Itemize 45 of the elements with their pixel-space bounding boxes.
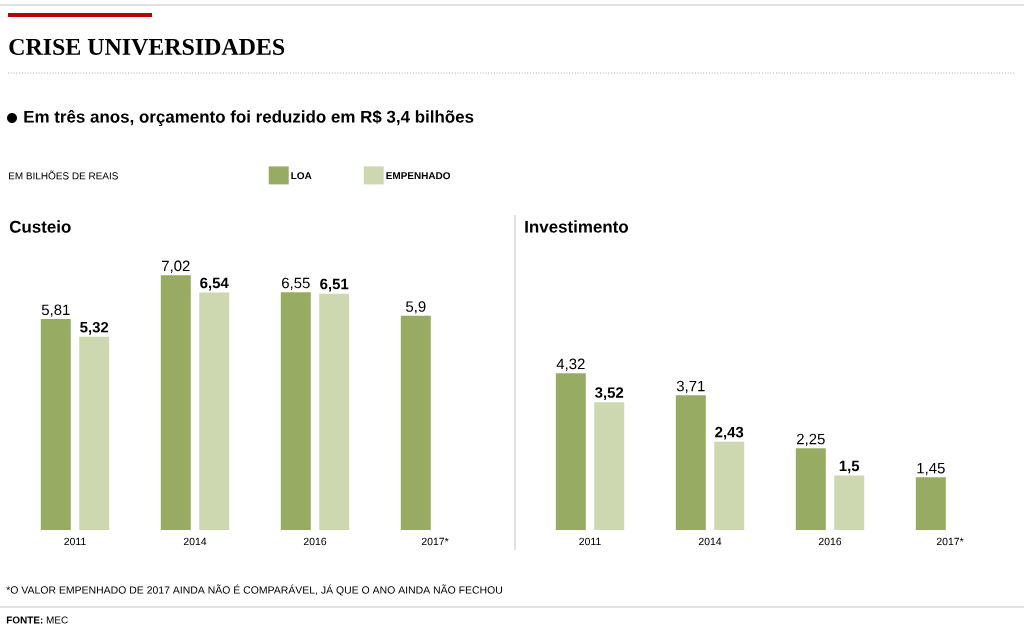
data-label: 1,45 xyxy=(917,462,945,476)
text: *O VALOR EMPENHADO DE 2017 AINDA NÃO É COMPARÁVEL, JÁ QUE O ANO AINDA NÃO FECHOU xyxy=(6,584,502,596)
data-label: 7,02 xyxy=(162,260,190,273)
data-label: 3,71 xyxy=(676,380,705,394)
bar xyxy=(79,336,110,530)
text: EM BILHÕES DE REAIS xyxy=(9,170,118,180)
text: Em três anos, orçamento foi reduzido em R$ 3,4 bilhões xyxy=(24,109,474,127)
bar xyxy=(675,395,706,530)
bar xyxy=(594,402,625,530)
data-label: 5,32 xyxy=(80,321,109,335)
chart-title: Custeio xyxy=(9,220,71,233)
data-label: 4,32 xyxy=(556,358,585,371)
x-tick-label: 2014 xyxy=(698,537,722,546)
bar xyxy=(199,292,230,530)
bar xyxy=(280,292,311,530)
chart-title: Investimento xyxy=(525,220,629,233)
bar xyxy=(915,477,946,530)
bar xyxy=(160,275,191,530)
x-tick-label: 2014 xyxy=(183,537,207,546)
text: CRISE UNIVERSIDADES xyxy=(9,38,285,56)
x-tick-label: 2017* xyxy=(421,537,449,546)
x-tick-label: 2017* xyxy=(936,537,964,546)
x-tick-label: 2011 xyxy=(64,537,86,546)
data-label: 6,55 xyxy=(282,277,310,291)
data-label: 2,43 xyxy=(715,426,744,440)
bar xyxy=(795,448,826,530)
data-label: 3,52 xyxy=(595,387,624,401)
x-tick-label: 2016 xyxy=(818,537,842,546)
text: FONTE: MEC xyxy=(6,616,68,624)
bar xyxy=(714,441,745,530)
bar xyxy=(319,293,350,530)
data-label: 6,54 xyxy=(200,277,229,291)
data-label: 2,25 xyxy=(797,433,825,447)
bar xyxy=(555,373,586,530)
legend-label: LOA xyxy=(291,172,312,180)
x-tick-label: 2016 xyxy=(303,537,327,546)
bar xyxy=(40,319,71,530)
x-tick-label: 2011 xyxy=(579,537,601,546)
data-label: 6,51 xyxy=(320,278,349,292)
bar xyxy=(834,475,865,530)
legend-label: EMPENHADO xyxy=(386,172,451,180)
data-label: 5,9 xyxy=(406,301,426,314)
data-label: 1,5 xyxy=(839,460,860,474)
bar xyxy=(400,315,431,530)
data-label: 5,81 xyxy=(41,304,70,317)
